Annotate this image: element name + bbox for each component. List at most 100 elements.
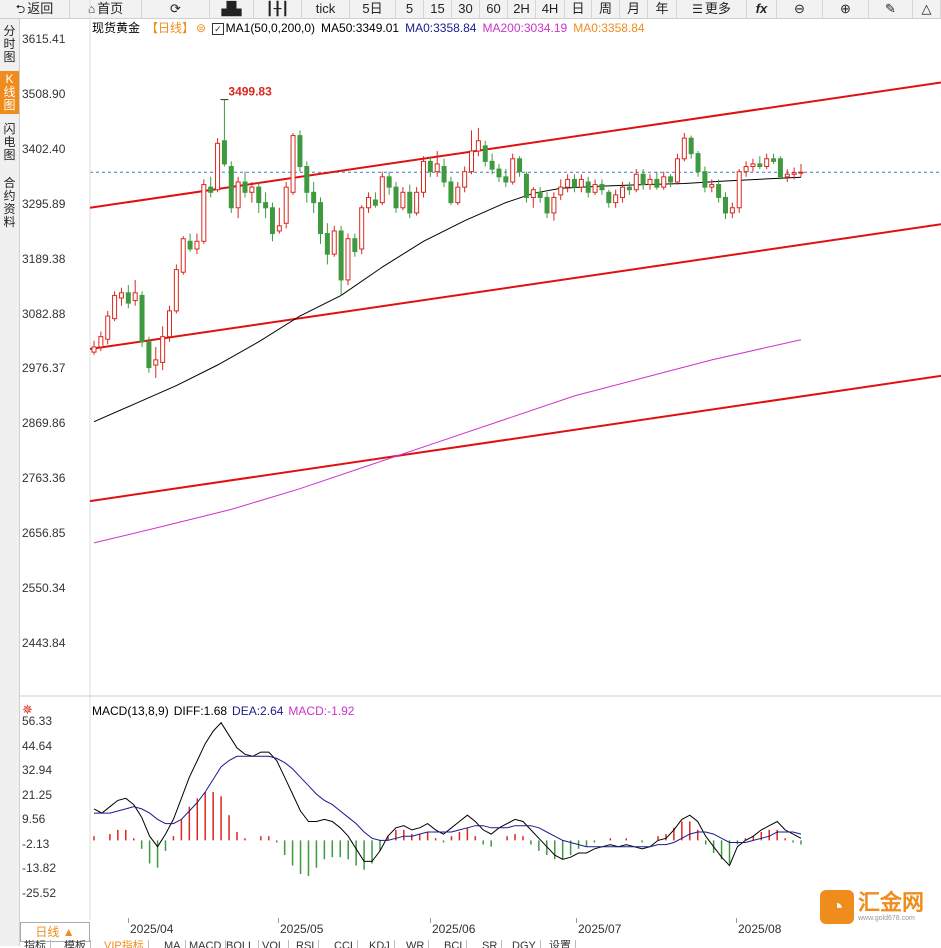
tick-button[interactable]: tick: [302, 0, 350, 18]
candle-body: [407, 191, 413, 214]
zoom-in-button[interactable]: ⊕: [823, 0, 869, 18]
candle-body: [599, 184, 605, 191]
candle-body: [105, 315, 111, 340]
candle: [722, 192, 728, 220]
candle-body: [475, 140, 481, 152]
candle-body: [606, 191, 612, 204]
period-button-2[interactable]: 15: [424, 0, 452, 18]
period-button-1[interactable]: 5: [396, 0, 424, 18]
price-tick-label: 2869.86: [22, 416, 66, 431]
candle-body: [743, 166, 749, 173]
home-icon: ⌂: [87, 2, 96, 16]
candle: [798, 163, 804, 177]
candle-body: [201, 184, 207, 242]
candle: [338, 225, 344, 296]
indicator-tab[interactable]: CCI: [330, 940, 358, 948]
candle: [510, 153, 516, 185]
logo: ◔ 汇金网 www.gold678.com: [820, 890, 930, 926]
indicator-tab[interactable]: WR: [402, 940, 430, 948]
candles: [91, 99, 804, 378]
indicator-tab[interactable]: MACD: [185, 940, 227, 948]
candle-body: [215, 142, 221, 191]
price-tick-label: 3295.89: [22, 196, 66, 211]
date-tick-label: 2025/05: [280, 922, 324, 936]
candlestick-button[interactable]: ┃╂┃: [254, 0, 302, 18]
candle: [324, 223, 330, 265]
high-marker-label: 3499.83: [228, 85, 272, 99]
period-button-0[interactable]: 5日: [350, 0, 396, 18]
ma-toggle-icon[interactable]: ✓: [212, 23, 224, 35]
candle-body: [208, 186, 214, 193]
tick-label: tick: [315, 1, 336, 16]
candle: [784, 169, 790, 182]
price-tick-label: 3082.88: [22, 306, 66, 321]
period-button-7[interactable]: 日: [565, 0, 592, 18]
macd-settings-icon[interactable]: ✵: [22, 702, 33, 717]
tab-contract-info[interactable]: 合约资料: [3, 176, 16, 229]
candle: [132, 279, 138, 306]
candle: [455, 181, 461, 206]
draw-button[interactable]: ✎: [869, 0, 913, 18]
candle: [592, 179, 598, 195]
candle: [160, 326, 166, 371]
home-button[interactable]: ⌂ 首页: [70, 0, 142, 18]
candle-body: [167, 310, 173, 338]
candle-body: [709, 184, 715, 188]
zoom-out-button[interactable]: ⊖: [777, 0, 823, 18]
settings-icon[interactable]: ⊜: [196, 21, 207, 35]
period-button-4[interactable]: 60: [480, 0, 508, 18]
formula-button[interactable]: fx: [747, 0, 777, 18]
indicator-tab[interactable]: BOLL: [222, 940, 260, 948]
period-button-8[interactable]: 周: [592, 0, 620, 18]
candle-body: [455, 186, 461, 204]
period-button-3[interactable]: 30: [452, 0, 480, 18]
indicator-tab[interactable]: VIP指标: [100, 940, 149, 948]
candle: [771, 153, 777, 164]
indicator-tab[interactable]: VOL: [258, 940, 290, 948]
indicator-tab[interactable]: 模板: [60, 940, 91, 948]
indicator-tab[interactable]: RSI: [292, 940, 320, 948]
indicator-tab[interactable]: KDJ: [365, 940, 395, 948]
candle-body: [324, 233, 330, 255]
price-tick-label: 2550.34: [22, 581, 66, 596]
candle-body: [578, 178, 584, 188]
tab-flash[interactable]: 闪电图: [3, 122, 16, 162]
back-button[interactable]: ⮌ 返回: [0, 0, 70, 18]
indicator-tab[interactable]: DGY: [508, 940, 541, 948]
candle-body: [427, 160, 433, 173]
candle: [180, 236, 186, 275]
period-select-button[interactable]: 日线 ▲: [20, 922, 90, 942]
tab-time-share[interactable]: 分时图: [3, 24, 16, 64]
price-tick-label: 3615.41: [22, 32, 66, 46]
period-button-5[interactable]: 2H: [508, 0, 536, 18]
date-tick-label: 2025/07: [578, 922, 622, 936]
macd-tick-label: 9.56: [22, 812, 46, 827]
indicator-tab[interactable]: SR: [478, 940, 503, 948]
candle-body: [764, 158, 770, 168]
macd-diff: DIFF:1.68: [173, 704, 228, 718]
candle-body: [434, 163, 440, 173]
period-button-10[interactable]: 年: [648, 0, 677, 18]
period-button-6[interactable]: 4H: [536, 0, 565, 18]
pencil-icon: ✎: [885, 1, 896, 16]
candle-body: [784, 173, 790, 178]
candle-body: [736, 171, 742, 209]
top-toolbar: ⮌ 返回 ⌂ 首页 ⟳ ▟▙ ┃╂┃ tick 5日 5 15 30 60 2H 4H 日周月年 …: [0, 0, 941, 19]
indicator-tab[interactable]: 设置: [545, 940, 576, 948]
zoom-out-icon: ⊖: [794, 1, 805, 16]
candle-body: [558, 186, 564, 196]
candle-body: [620, 186, 626, 198]
candle-body: [311, 191, 317, 204]
indicator-tab[interactable]: MA: [160, 940, 186, 948]
candle-body: [489, 160, 495, 170]
candle: [372, 192, 378, 208]
indicator-tab[interactable]: 指标: [20, 940, 51, 948]
bar-chart-button[interactable]: ▟▙: [210, 0, 254, 18]
date-tick: [736, 918, 737, 923]
refresh-button[interactable]: ⟳: [142, 0, 210, 18]
indicator-tab[interactable]: BCI: [440, 940, 468, 948]
period-button-9[interactable]: 月: [620, 0, 648, 18]
more-button[interactable]: ☰ 更多: [677, 0, 747, 18]
tab-kline[interactable]: K线图: [0, 71, 19, 114]
